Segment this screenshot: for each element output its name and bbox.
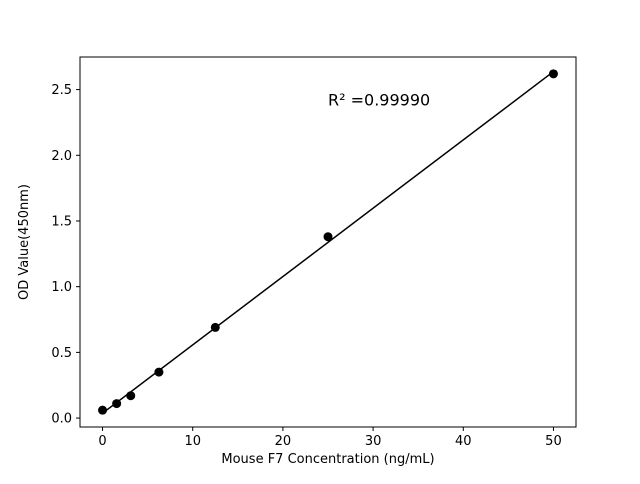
- y-tick-label: 0.5: [51, 346, 72, 361]
- y-axis-ticks: 0.0 0.5 1.0 1.5 2.0 2.5: [51, 83, 80, 427]
- x-axis-ticks: 0 10 20 30 40 50: [98, 427, 562, 449]
- y-tick-label: 2.5: [51, 83, 72, 98]
- data-point: [112, 399, 122, 409]
- y-tick-label: 2.0: [51, 149, 72, 164]
- y-axis-label: OD Value(450nm): [17, 184, 32, 300]
- x-tick-label: 30: [365, 434, 382, 449]
- data-point: [210, 322, 220, 332]
- x-tick-label: 20: [275, 434, 292, 449]
- data-point: [126, 391, 136, 401]
- data-series: [98, 69, 558, 415]
- data-point: [323, 232, 333, 242]
- data-point: [548, 69, 558, 79]
- y-tick-label: 1.5: [51, 214, 72, 229]
- fit-line: [102, 70, 554, 414]
- x-tick-label: 40: [455, 434, 472, 449]
- x-axis-label: Mouse F7 Concentration (ng/mL): [221, 452, 434, 467]
- y-tick-label: 0.0: [51, 412, 72, 427]
- r-squared-annotation: R² =0.99990: [328, 90, 430, 109]
- x-tick-label: 50: [545, 434, 562, 449]
- y-tick-label: 1.0: [51, 280, 72, 295]
- data-point: [98, 405, 108, 415]
- x-tick-label: 10: [184, 434, 201, 449]
- plot-area: [79, 56, 577, 428]
- x-tick-label: 0: [98, 434, 106, 449]
- data-point: [154, 367, 164, 377]
